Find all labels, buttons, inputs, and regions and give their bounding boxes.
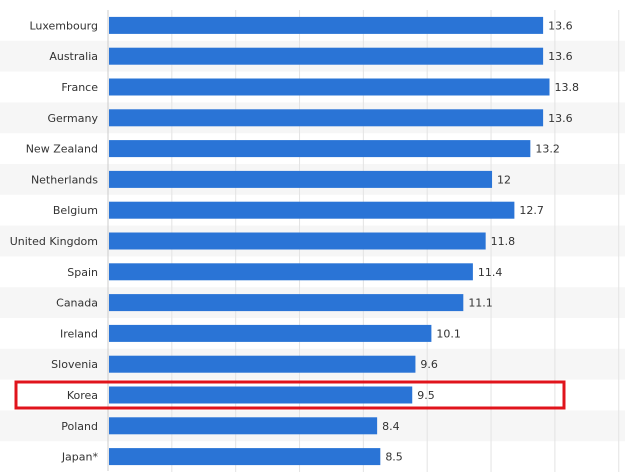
- category-label: Korea: [67, 389, 98, 402]
- category-label: Slovenia: [51, 358, 98, 371]
- value-label: 8.4: [382, 420, 400, 433]
- highlight-box: [14, 380, 566, 410]
- value-label: 12: [497, 173, 511, 186]
- bar: [109, 47, 544, 65]
- category-label: Belgium: [53, 204, 98, 217]
- value-label: 13.6: [548, 50, 573, 63]
- bar: [109, 78, 550, 96]
- bar: [109, 294, 464, 312]
- bar: [109, 355, 416, 373]
- bar: [109, 263, 473, 281]
- bar: [109, 386, 413, 404]
- category-label: Netherlands: [31, 173, 98, 186]
- bar: [109, 201, 515, 219]
- category-label: Luxembourg: [29, 19, 98, 32]
- category-label: Spain: [67, 266, 98, 279]
- value-label: 8.5: [385, 451, 403, 464]
- bar: [109, 16, 544, 34]
- category-label: United Kingdom: [10, 235, 98, 248]
- category-label: Australia: [49, 50, 98, 63]
- bar: [109, 170, 493, 188]
- bar: [109, 417, 378, 435]
- category-label: New Zealand: [26, 143, 98, 156]
- category-label: Ireland: [60, 327, 98, 340]
- category-label: Canada: [56, 297, 98, 310]
- category-labels: Luxembourg Australia France Germany New Zeal…: [10, 19, 99, 463]
- bar: [109, 232, 486, 250]
- bar: [109, 109, 544, 127]
- value-label: 9.6: [420, 358, 438, 371]
- value-label: 11.1: [468, 297, 493, 310]
- value-label: 9.5: [417, 389, 435, 402]
- category-label: Japan*: [61, 451, 99, 464]
- bars: [109, 16, 550, 466]
- category-label: Germany: [47, 112, 98, 125]
- category-label: France: [61, 81, 98, 94]
- value-labels: 13.6 13.6 13.8 13.6 13.2 12 12.7 11.8 11.4 11.1 10…: [382, 19, 579, 463]
- value-label: 10.1: [436, 327, 461, 340]
- value-label: 13.6: [548, 19, 573, 32]
- value-label: 13.8: [555, 81, 580, 94]
- value-label: 13.2: [535, 143, 560, 156]
- value-label: 13.6: [548, 112, 573, 125]
- bar: [109, 140, 531, 158]
- value-label: 11.4: [478, 266, 503, 279]
- bar: [109, 324, 432, 342]
- category-label: Poland: [61, 420, 98, 433]
- value-label: 11.8: [491, 235, 516, 248]
- bar: [109, 448, 381, 466]
- value-label: 12.7: [519, 204, 544, 217]
